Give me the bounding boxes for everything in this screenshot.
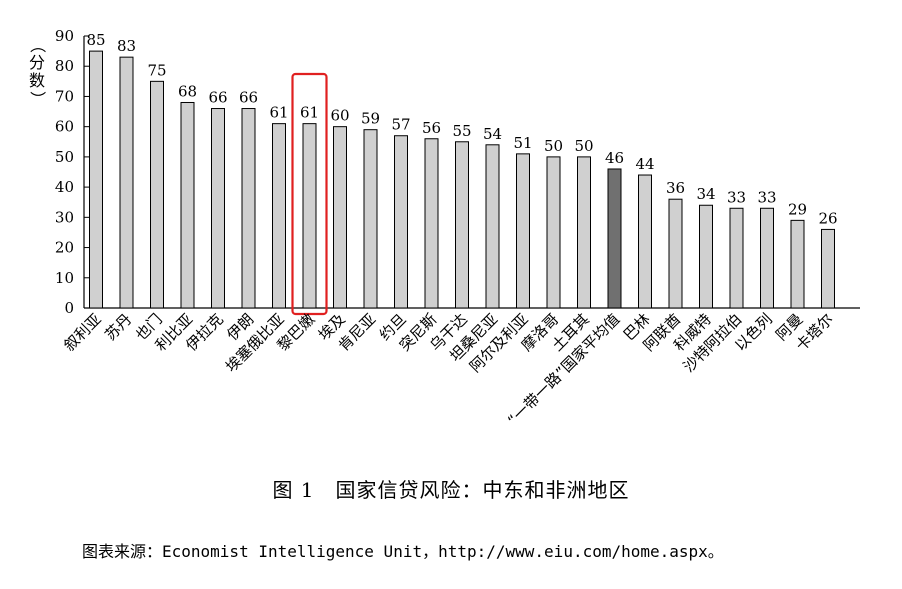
y-tick-label: 10: [55, 269, 74, 287]
bar: [607, 168, 622, 309]
bar: [333, 126, 347, 309]
bar-value-label: 44: [635, 155, 654, 173]
bar: [211, 108, 225, 309]
bar-value-label: 54: [483, 125, 502, 143]
bar-value-label: 36: [666, 179, 685, 197]
x-tick-label: 苏丹: [101, 310, 135, 344]
bar-value-label: 51: [513, 134, 532, 152]
bar: [455, 141, 469, 309]
bar: [89, 50, 103, 309]
bar: [546, 156, 561, 309]
bar-value-label: 50: [574, 137, 593, 155]
bar: [424, 138, 439, 309]
y-tick-label: 70: [55, 87, 74, 105]
bar: [363, 129, 378, 309]
y-tick-label: 0: [64, 299, 74, 317]
bar-value-label: 50: [544, 137, 563, 155]
figure-caption: 图 1 国家信贷风险：中东和非洲地区: [272, 478, 630, 502]
bar-value-label: 33: [757, 188, 776, 206]
bar-value-label: 29: [788, 200, 807, 218]
bar: [760, 207, 774, 309]
bar-value-label: 75: [147, 61, 166, 79]
bar-value-label: 61: [269, 104, 288, 122]
bar: [790, 219, 805, 309]
bar: [485, 144, 500, 309]
y-axis-label: （分数）: [28, 37, 47, 107]
bars: 85 83 75 68 66 66 61 61 60 59 57 56 55 54 51 50 50 46 44 36…: [86, 31, 838, 316]
bar-value-label: 68: [178, 82, 197, 100]
y-axis-label-char: （: [28, 37, 47, 53]
bar-value-label: 85: [86, 31, 105, 49]
bar-value-label: 60: [330, 107, 349, 125]
y-tick-label: 20: [55, 239, 74, 257]
bar-value-label: 26: [818, 209, 837, 227]
bar: [821, 228, 835, 309]
y-axis-label-char: ）: [28, 91, 47, 107]
y-tick-label: 40: [55, 178, 74, 196]
bar: [729, 207, 744, 309]
bar: [150, 80, 164, 309]
bar: [394, 135, 408, 309]
figure-source: 图表来源：Economist Intelligence Unit，http://…: [82, 542, 724, 561]
y-tick-label: 90: [55, 27, 74, 45]
bar-value-label: 55: [452, 122, 471, 140]
bar-value-label: 56: [422, 119, 441, 137]
bar-value-label: 46: [605, 149, 624, 167]
bar-value-label: 66: [208, 89, 227, 107]
y-tick-label: 60: [55, 118, 74, 136]
bar: [699, 204, 713, 309]
y-tick-label: 50: [55, 148, 74, 166]
bar-chart: 0 10 20 30 40 50 60 70 80 90 85 83 75 68 66 66 61 61 60 59…: [28, 27, 860, 429]
y-tick-label: 30: [55, 208, 74, 226]
bar-value-label: 33: [727, 188, 746, 206]
bar-value-label: 57: [391, 116, 410, 134]
bar: [638, 174, 652, 309]
highlight-box: [291, 72, 328, 316]
bar-value-label: 59: [361, 110, 380, 128]
bar: [516, 153, 530, 309]
bar-value-label: 66: [239, 89, 258, 107]
bar: [668, 198, 683, 309]
y-axis-label-char: 数: [29, 71, 45, 90]
bar-value-label: 34: [696, 185, 715, 203]
bar: [119, 56, 134, 309]
y-tick-label: 80: [55, 57, 74, 75]
bar: [577, 156, 591, 309]
bar-value-label: 61: [300, 104, 319, 122]
bar: [302, 123, 317, 309]
bar: [241, 108, 256, 309]
bar-value-label: 83: [117, 37, 136, 55]
x-axis-labels: 叙利亚苏丹也门利比亚伊拉克伊朗埃塞俄比亚黎巴嫩埃及肯尼亚约旦突尼斯乌干达坦桑尼亚…: [60, 310, 837, 429]
bar: [272, 123, 286, 309]
y-axis-label-char: 分: [29, 53, 45, 72]
bar: [180, 101, 195, 309]
